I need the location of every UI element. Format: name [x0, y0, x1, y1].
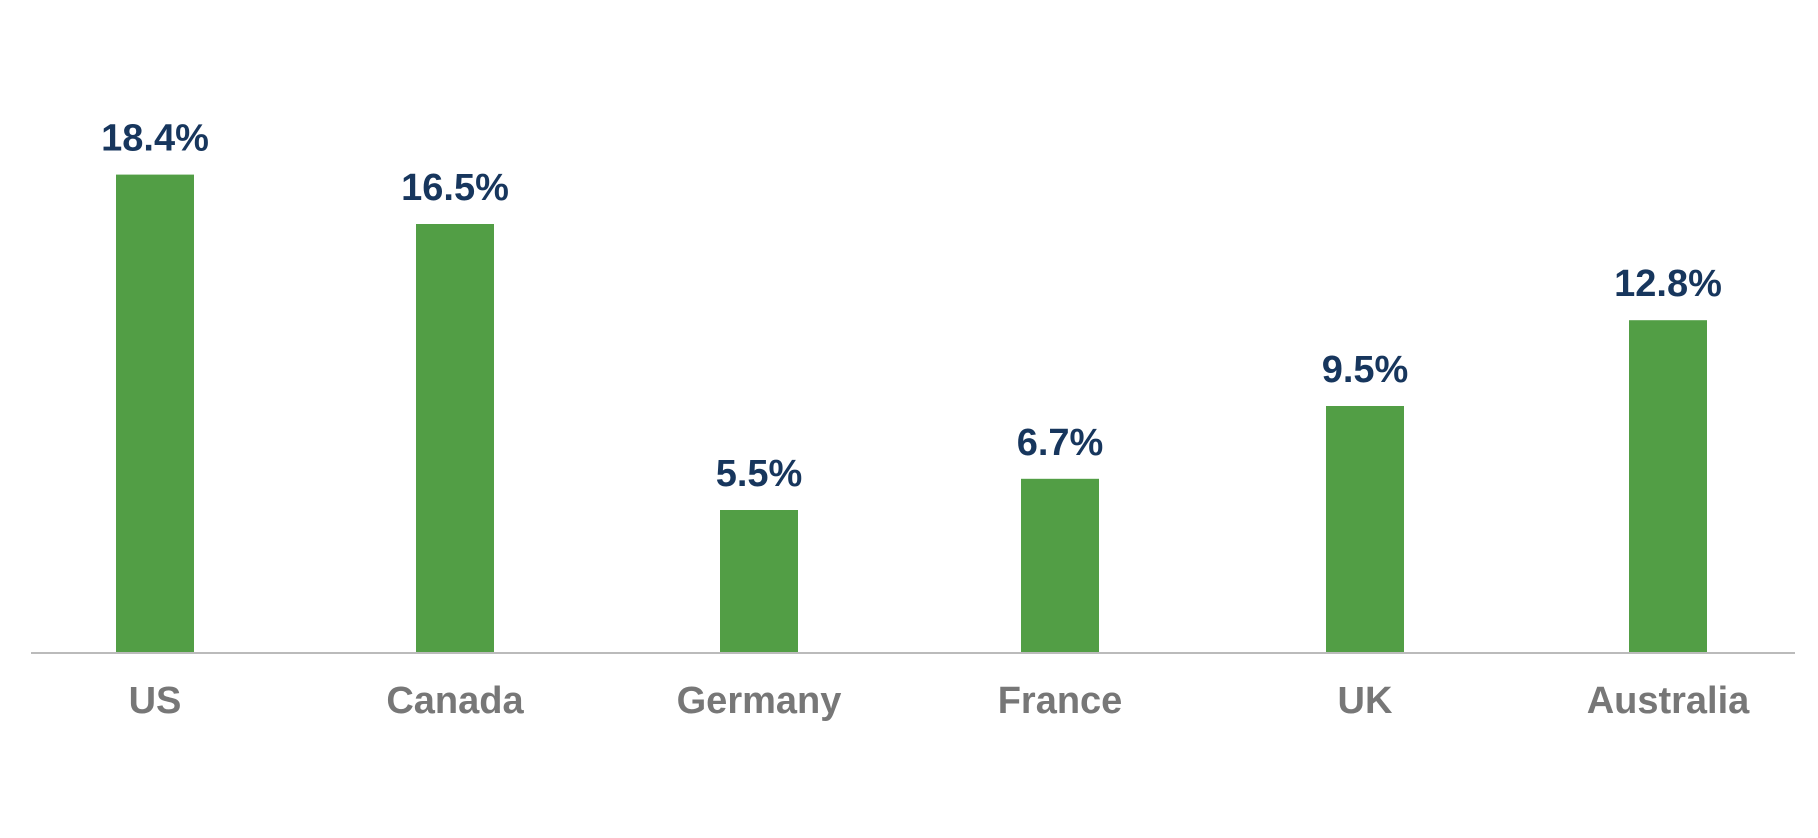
- bar-france: [1021, 478, 1099, 653]
- bar-australia: [1629, 320, 1707, 653]
- value-labels-group: 18.4% 16.5% 5.5% 6.7% 9.5% 12.8%: [101, 118, 1722, 495]
- bars-group: [116, 174, 1707, 653]
- value-label-australia: 12.8%: [1614, 263, 1722, 305]
- category-label-canada: Canada: [386, 680, 524, 722]
- bar-canada: [416, 224, 494, 653]
- bar-us: [116, 174, 194, 653]
- category-label-us: US: [129, 680, 182, 722]
- category-label-germany: Germany: [677, 680, 842, 722]
- bar-uk: [1326, 406, 1404, 653]
- bar-germany: [720, 510, 798, 653]
- value-label-uk: 9.5%: [1322, 349, 1409, 391]
- value-label-canada: 16.5%: [401, 167, 509, 209]
- category-labels-group: US Canada Germany France UK Australia: [129, 680, 1751, 722]
- value-label-us: 18.4%: [101, 118, 209, 160]
- category-label-australia: Australia: [1587, 680, 1750, 722]
- value-label-france: 6.7%: [1017, 422, 1104, 464]
- category-label-france: France: [998, 680, 1123, 722]
- value-label-germany: 5.5%: [716, 453, 803, 495]
- category-label-uk: UK: [1338, 680, 1393, 722]
